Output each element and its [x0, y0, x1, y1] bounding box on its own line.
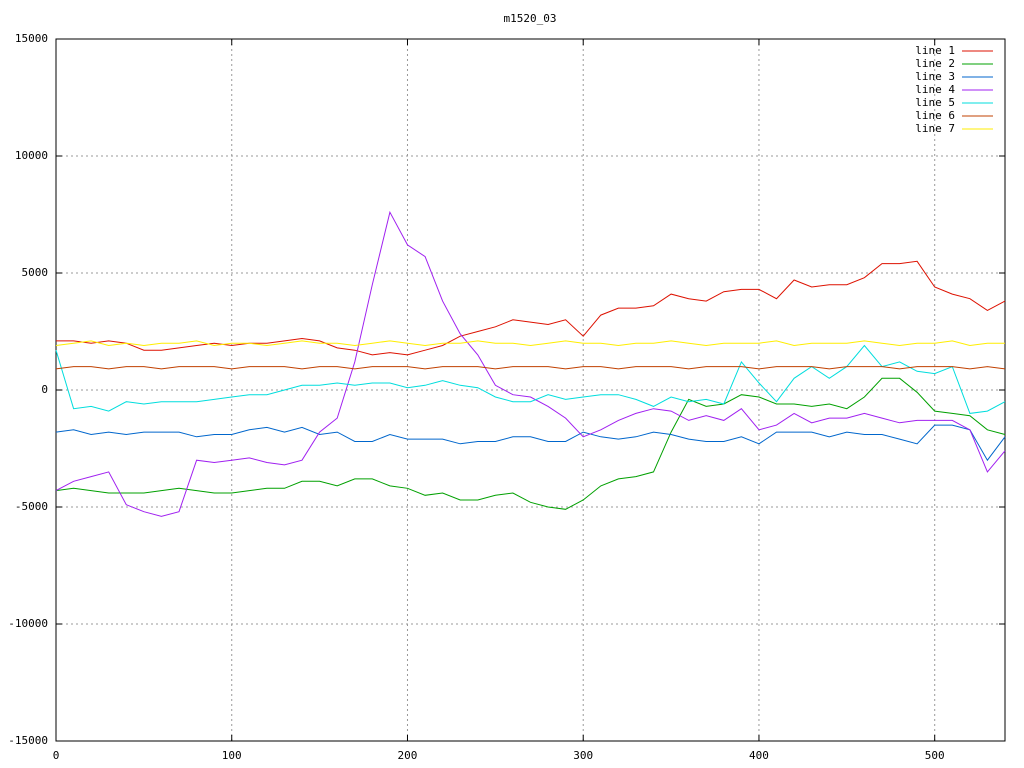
- legend-label: line 7: [915, 122, 955, 135]
- series-line: [55, 366, 1006, 370]
- x-tick-label: 200: [398, 749, 418, 762]
- x-tick-label: 100: [222, 749, 242, 762]
- x-tick-label: 300: [573, 749, 593, 762]
- y-tick-label: 5000: [22, 266, 49, 279]
- series-line: [55, 377, 1006, 510]
- chart-title: m1520_03: [504, 12, 557, 25]
- y-tick-label: -15000: [8, 734, 48, 747]
- y-tick-label: 15000: [15, 32, 48, 45]
- legend-label: line 2: [915, 57, 955, 70]
- y-tick-label: 0: [41, 383, 48, 396]
- legend-label: line 3: [915, 70, 955, 83]
- y-tick-label: -5000: [15, 500, 48, 513]
- y-tick-label: 10000: [15, 149, 48, 162]
- series-line: [55, 424, 1006, 462]
- x-tick-label: 0: [53, 749, 60, 762]
- series-line: [56, 260, 1006, 356]
- legend-label: line 6: [915, 109, 955, 122]
- legend-label: line 4: [915, 83, 955, 96]
- legend-label: line 1: [915, 44, 955, 57]
- series-line: [55, 340, 1005, 347]
- legend-label: line 5: [915, 96, 955, 109]
- series-line: [55, 210, 1006, 517]
- y-tick-label: -10000: [8, 617, 48, 630]
- plot-frame: [55, 38, 1006, 742]
- x-tick-label: 400: [749, 749, 769, 762]
- x-tick-label: 500: [925, 749, 945, 762]
